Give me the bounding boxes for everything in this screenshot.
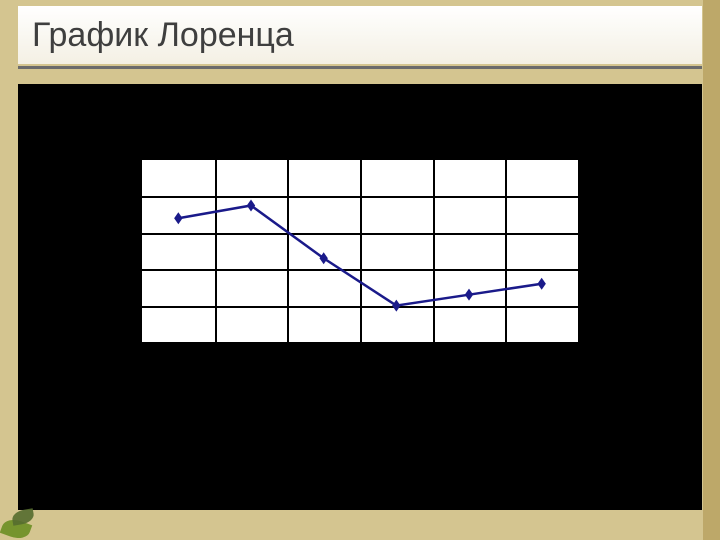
grid-line-horizontal <box>142 306 578 308</box>
chart-marker-diamond <box>465 289 473 301</box>
grid-line-vertical <box>287 160 289 342</box>
grid-line-vertical <box>433 160 435 342</box>
chart-region <box>18 84 702 510</box>
title-underline <box>18 66 702 69</box>
grid-line-horizontal <box>142 196 578 198</box>
grid-line-vertical <box>215 160 217 342</box>
grid-line-vertical <box>505 160 507 342</box>
grid-line-horizontal <box>142 269 578 271</box>
chart-marker-diamond <box>247 200 255 212</box>
leaf-decoration-icon <box>0 496 44 540</box>
chart-marker-diamond <box>174 212 182 224</box>
title-box: График Лоренца <box>18 6 702 64</box>
slide: График Лоренца <box>0 0 720 540</box>
grid-line-vertical <box>360 160 362 342</box>
chart-marker-diamond <box>537 278 545 290</box>
right-edge-strip <box>703 0 720 540</box>
chart-marker-diamond <box>319 252 327 264</box>
grid-line-horizontal <box>142 233 578 235</box>
page-title: График Лоренца <box>32 16 294 55</box>
chart-plot-area <box>140 158 580 344</box>
